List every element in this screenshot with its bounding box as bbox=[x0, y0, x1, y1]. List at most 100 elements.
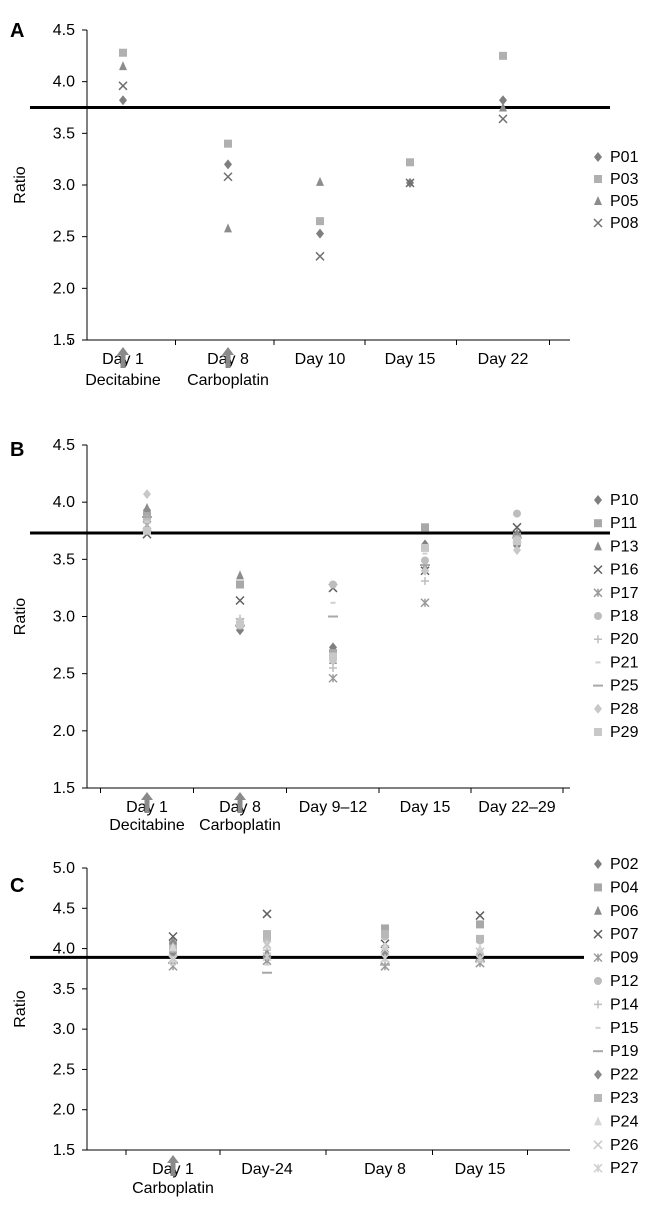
legend-marker bbox=[594, 1094, 602, 1102]
legend-marker bbox=[594, 152, 602, 162]
legend-label: P07 bbox=[610, 926, 639, 943]
series-p06 bbox=[169, 935, 484, 957]
series-p04 bbox=[169, 920, 484, 949]
data-point bbox=[262, 909, 272, 919]
legend-item: P24 bbox=[594, 1113, 639, 1130]
series-p01 bbox=[119, 95, 507, 239]
y-tick-label: 3.5 bbox=[53, 981, 75, 998]
legend-label: P06 bbox=[610, 903, 639, 920]
data-point bbox=[513, 545, 521, 556]
legend-item: P20 bbox=[594, 631, 639, 648]
series-p05 bbox=[119, 61, 507, 233]
legend-marker bbox=[593, 565, 603, 575]
y-tick-label: 1.5 bbox=[53, 332, 75, 349]
legend-marker bbox=[594, 635, 602, 644]
y-tick-label: 3.0 bbox=[53, 1021, 75, 1038]
legend-item: P17 bbox=[593, 585, 639, 602]
legend-label: P27 bbox=[610, 1160, 639, 1177]
legend-marker bbox=[594, 1069, 602, 1080]
y-tick-label: 3.5 bbox=[53, 125, 75, 142]
series-p21 bbox=[144, 520, 520, 624]
legend-label: P25 bbox=[610, 678, 639, 695]
series-p26 bbox=[168, 940, 485, 963]
legend-label: P12 bbox=[610, 973, 639, 990]
legend-item: P07 bbox=[593, 926, 639, 943]
data-point bbox=[329, 652, 337, 661]
legend-label: P15 bbox=[610, 1020, 639, 1037]
series-p08 bbox=[118, 81, 508, 261]
legend-marker bbox=[593, 1163, 603, 1173]
x-tick-label: Day 8 bbox=[364, 1161, 406, 1178]
data-point bbox=[143, 489, 151, 500]
legend-label: P04 bbox=[610, 879, 639, 896]
legend-marker bbox=[594, 883, 602, 892]
legend-item: P08 bbox=[593, 215, 639, 232]
y-tick-label: 4.5 bbox=[53, 900, 75, 917]
panel-letter: B bbox=[10, 439, 24, 461]
data-point bbox=[262, 940, 272, 950]
series-p10 bbox=[143, 505, 521, 653]
y-tick-label: 5.0 bbox=[53, 860, 75, 877]
y-tick-label: 4.5 bbox=[53, 437, 75, 454]
data-point bbox=[499, 51, 507, 60]
data-point bbox=[406, 158, 414, 167]
y-tick-label: 1.5 bbox=[53, 1142, 75, 1159]
annotation-label: Decitabine bbox=[109, 817, 185, 834]
y-tick-label: 2.0 bbox=[53, 1102, 75, 1119]
legend-marker bbox=[594, 1000, 602, 1009]
up-arrow-icon bbox=[167, 1155, 179, 1176]
y-tick-label: 2.5 bbox=[53, 1061, 75, 1078]
legend-label: P23 bbox=[610, 1090, 639, 1107]
legend-marker bbox=[594, 541, 602, 551]
data-point bbox=[421, 577, 429, 586]
series-p24 bbox=[169, 939, 484, 953]
legend-item: P10 bbox=[594, 492, 639, 509]
data-point bbox=[380, 944, 390, 954]
legend-label: P28 bbox=[610, 701, 639, 718]
y-axis-label: Ratio bbox=[12, 166, 29, 203]
data-point bbox=[316, 228, 324, 239]
data-point bbox=[421, 523, 429, 532]
data-point bbox=[512, 522, 522, 532]
data-point bbox=[119, 95, 127, 106]
legend-label: P08 bbox=[610, 215, 639, 232]
data-point bbox=[380, 953, 390, 963]
data-point bbox=[143, 526, 151, 535]
series-p09 bbox=[168, 956, 485, 971]
data-point bbox=[328, 673, 338, 683]
x-tick-label: Day 9–12 bbox=[299, 799, 368, 816]
data-point bbox=[224, 159, 232, 170]
legend-marker bbox=[594, 1116, 602, 1126]
data-point bbox=[235, 595, 245, 606]
legend-label: P22 bbox=[610, 1067, 639, 1084]
y-axis-label: Ratio bbox=[12, 990, 29, 1027]
y-tick-label: 2.0 bbox=[53, 280, 75, 297]
y-tick-label: 3.5 bbox=[53, 551, 75, 568]
y-tick-label: 4.0 bbox=[53, 74, 75, 91]
data-point bbox=[499, 102, 507, 112]
annotation-label: Carboplatin bbox=[199, 817, 281, 834]
legend-label: P20 bbox=[610, 631, 639, 648]
x-tick-label: Day 22 bbox=[478, 351, 529, 368]
legend-label: P18 bbox=[610, 608, 639, 625]
legend-marker bbox=[593, 953, 603, 963]
data-point bbox=[421, 565, 429, 576]
x-tick-label: Day 10 bbox=[295, 351, 346, 368]
data-point bbox=[236, 570, 244, 580]
up-arrow-icon bbox=[117, 347, 129, 368]
y-tick-label: 2.5 bbox=[53, 229, 75, 246]
data-point bbox=[475, 947, 485, 957]
legend-label: P05 bbox=[610, 193, 639, 210]
legend-item: P04 bbox=[594, 879, 639, 896]
up-arrow-icon bbox=[141, 792, 153, 813]
legend-marker bbox=[593, 588, 603, 598]
y-tick-label: 4.0 bbox=[53, 941, 75, 958]
legend-item: P13 bbox=[594, 538, 639, 555]
legend-item: P18 bbox=[594, 608, 639, 625]
data-point bbox=[224, 139, 232, 148]
legend-marker bbox=[593, 929, 603, 939]
legend-label: P03 bbox=[610, 171, 639, 188]
legend-item: P15 bbox=[595, 1020, 639, 1037]
